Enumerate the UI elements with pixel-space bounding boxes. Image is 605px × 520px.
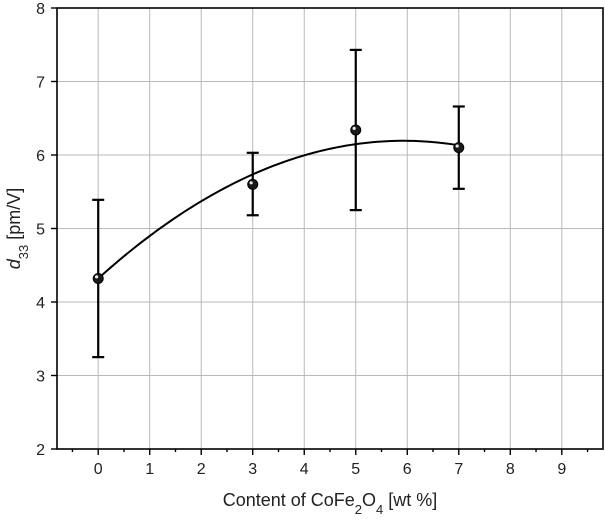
x-tick-label: 1: [145, 461, 154, 478]
data-point-highlight: [95, 275, 99, 279]
grid-lines: [57, 7, 603, 450]
data-point-highlight: [249, 181, 253, 185]
y-tick-label: 3: [36, 369, 45, 386]
x-tick-label: 9: [557, 461, 566, 478]
data-point: [453, 142, 465, 154]
axis-ticks: [51, 7, 589, 455]
x-tick-label: 5: [351, 461, 360, 478]
data-point: [247, 178, 259, 190]
x-tick-label: 7: [454, 461, 463, 478]
y-tick-label: 8: [36, 1, 45, 18]
x-tick-label: 0: [94, 461, 103, 478]
y-tick-label: 4: [36, 295, 45, 312]
data-point: [92, 272, 104, 284]
x-axis-title: Content of CoFe2O4 [wt %]: [223, 490, 438, 517]
y-axis-title: d33 [pm/V]: [4, 188, 31, 270]
x-tick-label: 3: [248, 461, 257, 478]
x-tick-label: 4: [300, 461, 309, 478]
x-tick-label: 8: [506, 461, 515, 478]
data-point-highlight: [352, 126, 356, 131]
y-tick-label: 6: [36, 148, 45, 165]
y-tick-label: 7: [36, 75, 45, 92]
data-point: [350, 124, 362, 136]
data-points: [92, 124, 465, 284]
x-tick-label: 2: [197, 461, 206, 478]
x-tick-label: 6: [403, 461, 412, 478]
y-tick-label: 2: [36, 442, 45, 459]
error-bars: [92, 48, 465, 359]
fit-curve: [97, 139, 459, 280]
fit-curve-layer: [97, 139, 459, 280]
data-point-highlight: [455, 144, 459, 148]
tick-labels: 0 1 2 3 4 5 6 7 8 9 2 3 4 5 6 7 8: [36, 1, 566, 478]
y-tick-label: 5: [36, 222, 45, 239]
